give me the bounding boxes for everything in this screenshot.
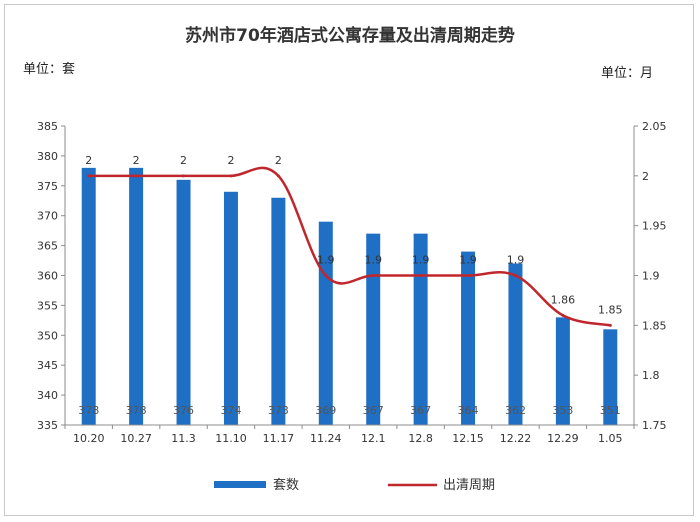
- right-axis-unit: 单位：月: [601, 66, 653, 81]
- x-axis-tick-label: 12.1: [361, 432, 386, 445]
- left-axis-tick-label: 380: [37, 150, 58, 163]
- legend-swatch-bars: [214, 481, 266, 488]
- bar-data-label: 367: [363, 404, 384, 417]
- line-point: [229, 174, 233, 178]
- left-axis-tick-label: 335: [37, 419, 58, 432]
- bar-data-label: 374: [220, 404, 241, 417]
- bar-data-label: 362: [505, 404, 526, 417]
- line-point: [324, 274, 328, 277]
- right-axis-tick-label: 1.9: [642, 270, 660, 283]
- bar: [366, 233, 381, 425]
- left-axis-tick-label: 360: [37, 270, 58, 283]
- line-data-label: 1.86: [551, 293, 576, 306]
- x-axis-tick-label: 10.27: [120, 432, 152, 445]
- line-data-label: 1.9: [317, 254, 335, 267]
- line-data-label: 1.85: [598, 303, 623, 316]
- right-axis-ticks: 1.75 1.8 1.85 1.9 1.95 2 2.05: [634, 120, 667, 432]
- line-path: [88, 166, 611, 327]
- x-axis-tick-label: 12.22: [500, 432, 532, 445]
- left-axis-tick-label: 385: [37, 120, 58, 133]
- line-data-label: 1.9: [459, 254, 477, 267]
- chart-frame: 苏州市70年酒店式公寓存量及出清周期走势 单位：套 单位：月 335 340 345…: [4, 4, 694, 516]
- line-data-label: 2: [275, 154, 282, 167]
- line-point: [561, 313, 565, 317]
- bar-data-label: 367: [410, 404, 431, 417]
- left-axis-ticks: 335 340 345 350 355 360 365 370 375 380 385: [37, 120, 65, 432]
- legend-label-bars: 套数: [273, 477, 299, 493]
- left-axis-tick-label: 350: [37, 329, 58, 342]
- left-axis-tick-label: 370: [37, 210, 58, 223]
- x-axis-tick-label: 11.17: [263, 432, 295, 445]
- x-axis-tick-label: 12.8: [408, 432, 433, 445]
- line-series: 2 2 2 2 2 1.9 1.9 1.9 1.9 1.9 1.86 1.85: [85, 154, 623, 327]
- x-axis-tick-label: 10.20: [73, 432, 105, 445]
- chart-title: 苏州市70年酒店式公寓存量及出清周期走势: [185, 25, 515, 46]
- bar-data-label: 376: [173, 404, 194, 417]
- right-axis-tick-label: 1.85: [642, 319, 667, 332]
- bar-data-label: 364: [458, 404, 479, 417]
- bar: [318, 221, 333, 425]
- line-data-label: 1.9: [507, 254, 525, 267]
- line-point: [134, 174, 138, 178]
- line-point: [276, 174, 280, 178]
- x-axis-tick-label: 11.24: [310, 432, 342, 445]
- bar: [271, 197, 286, 425]
- line-point: [371, 274, 375, 277]
- bar: [129, 167, 144, 426]
- left-axis-unit: 单位：套: [23, 61, 75, 77]
- chart: 苏州市70年酒店式公寓存量及出清周期走势 单位：套 单位：月 335 340 345…: [23, 25, 667, 493]
- bar-data-label: 351: [600, 404, 621, 417]
- left-axis-tick-label: 340: [37, 389, 58, 402]
- line-point: [419, 274, 423, 277]
- bar-data-label: 378: [78, 404, 99, 417]
- bar-data-label: 373: [268, 404, 289, 417]
- line-data-label: 1.9: [364, 254, 382, 267]
- line-data-label: 2: [85, 154, 92, 167]
- axes: [64, 126, 635, 426]
- left-axis-tick-label: 365: [37, 240, 58, 253]
- line-point: [513, 274, 517, 277]
- line-point: [182, 174, 186, 178]
- bar-data-label: 378: [126, 404, 147, 417]
- bar: [176, 179, 191, 425]
- bar: [555, 317, 570, 425]
- line-data-label: 2: [133, 154, 140, 167]
- line-point: [87, 174, 91, 178]
- right-axis-tick-label: 1.95: [642, 220, 667, 233]
- bar: [413, 233, 428, 425]
- bar: [461, 251, 476, 425]
- bar: [223, 191, 238, 425]
- bar-data-label: 353: [552, 404, 573, 417]
- right-axis-tick-label: 2: [642, 170, 649, 183]
- x-axis-tick-label: 11.10: [215, 432, 247, 445]
- line-data-label: 2: [227, 154, 234, 167]
- x-axis-tick-label: 12.29: [547, 432, 579, 445]
- legend: 套数 出清周期: [214, 477, 495, 493]
- line-data-label: 2: [180, 154, 187, 167]
- x-axis-ticks: 10.20 10.27 11.3 11.10 11.17 11.24 12.1 12.8 12.…: [64, 425, 635, 445]
- right-axis-tick-label: 1.8: [642, 369, 660, 382]
- line-data-label: 1.9: [412, 254, 430, 267]
- line-point: [608, 323, 612, 327]
- bar-series: 378 378 376 374 373 369 367 367 364 362 353 351: [78, 167, 621, 426]
- right-axis-tick-label: 2.05: [642, 120, 667, 133]
- x-axis-tick-label: 12.15: [452, 432, 484, 445]
- left-axis-tick-label: 345: [37, 359, 58, 372]
- bar: [603, 329, 618, 425]
- legend-label-line: 出清周期: [443, 478, 495, 493]
- left-axis-tick-label: 355: [37, 299, 58, 312]
- left-axis-tick-label: 375: [37, 180, 58, 193]
- x-axis-tick-label: 1.05: [598, 432, 623, 445]
- bar: [81, 167, 96, 426]
- bar-data-label: 369: [315, 404, 336, 417]
- bar: [508, 263, 523, 425]
- x-axis-tick-label: 11.3: [171, 432, 196, 445]
- line-point: [466, 274, 470, 277]
- right-axis-tick-label: 1.75: [642, 419, 667, 432]
